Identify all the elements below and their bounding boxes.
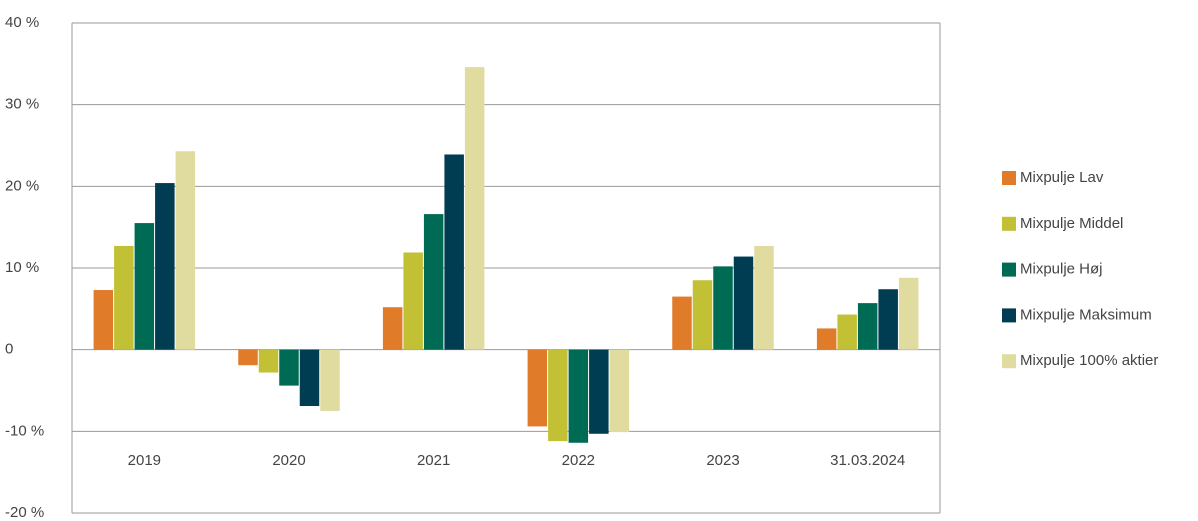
x-tick-label: 31.03.2024	[830, 452, 905, 469]
bar	[444, 154, 464, 350]
bar	[837, 314, 857, 350]
bar	[527, 349, 548, 427]
legend-label: Mixpulje Maksimum	[1020, 306, 1152, 323]
bar	[382, 307, 403, 350]
bar	[878, 289, 898, 350]
bar	[403, 252, 423, 350]
legend-swatch	[1002, 171, 1016, 185]
bar	[134, 223, 155, 350]
legend-swatch	[1002, 354, 1016, 369]
y-tick-label: 20 %	[5, 177, 39, 194]
bar	[258, 349, 279, 373]
x-tick-label: 2020	[272, 452, 305, 469]
bar	[816, 328, 837, 350]
x-tick-label: 2023	[706, 452, 739, 469]
legend-label: Mixpulje Lav	[1020, 169, 1104, 186]
bar	[733, 256, 754, 350]
legend-label: Mixpulje Middel	[1020, 215, 1123, 232]
bar	[589, 349, 609, 434]
bar	[692, 280, 713, 350]
y-tick-label: 10 %	[5, 259, 39, 276]
bar	[754, 245, 774, 350]
y-tick-label: -20 %	[5, 504, 44, 521]
bar	[93, 290, 114, 350]
bar	[175, 151, 196, 350]
y-tick-label: 0	[5, 341, 13, 358]
bar	[857, 303, 878, 350]
bar	[548, 349, 568, 442]
legend-swatch	[1002, 308, 1016, 323]
bar	[609, 349, 630, 433]
bar	[238, 349, 258, 366]
y-tick-label: 40 %	[5, 14, 39, 31]
bar	[898, 277, 919, 350]
legend-label: Mixpulje 100% aktier	[1020, 352, 1158, 369]
bar	[568, 349, 589, 443]
bar	[423, 214, 444, 350]
bar	[464, 67, 485, 350]
bar	[713, 266, 733, 350]
legend-swatch	[1002, 216, 1016, 231]
legend-swatch	[1002, 262, 1016, 277]
y-tick-label: 30 %	[5, 96, 39, 113]
x-tick-label: 2019	[128, 452, 161, 469]
bar	[114, 245, 134, 350]
bar	[320, 349, 340, 411]
x-tick-label: 2022	[562, 452, 595, 469]
legend-label: Mixpulje Høj	[1020, 261, 1103, 278]
bar	[279, 349, 299, 386]
bar	[672, 296, 692, 350]
x-tick-label: 2021	[417, 452, 450, 469]
y-tick-label: -10 %	[5, 422, 44, 439]
bar	[155, 183, 175, 350]
bar	[299, 349, 320, 407]
